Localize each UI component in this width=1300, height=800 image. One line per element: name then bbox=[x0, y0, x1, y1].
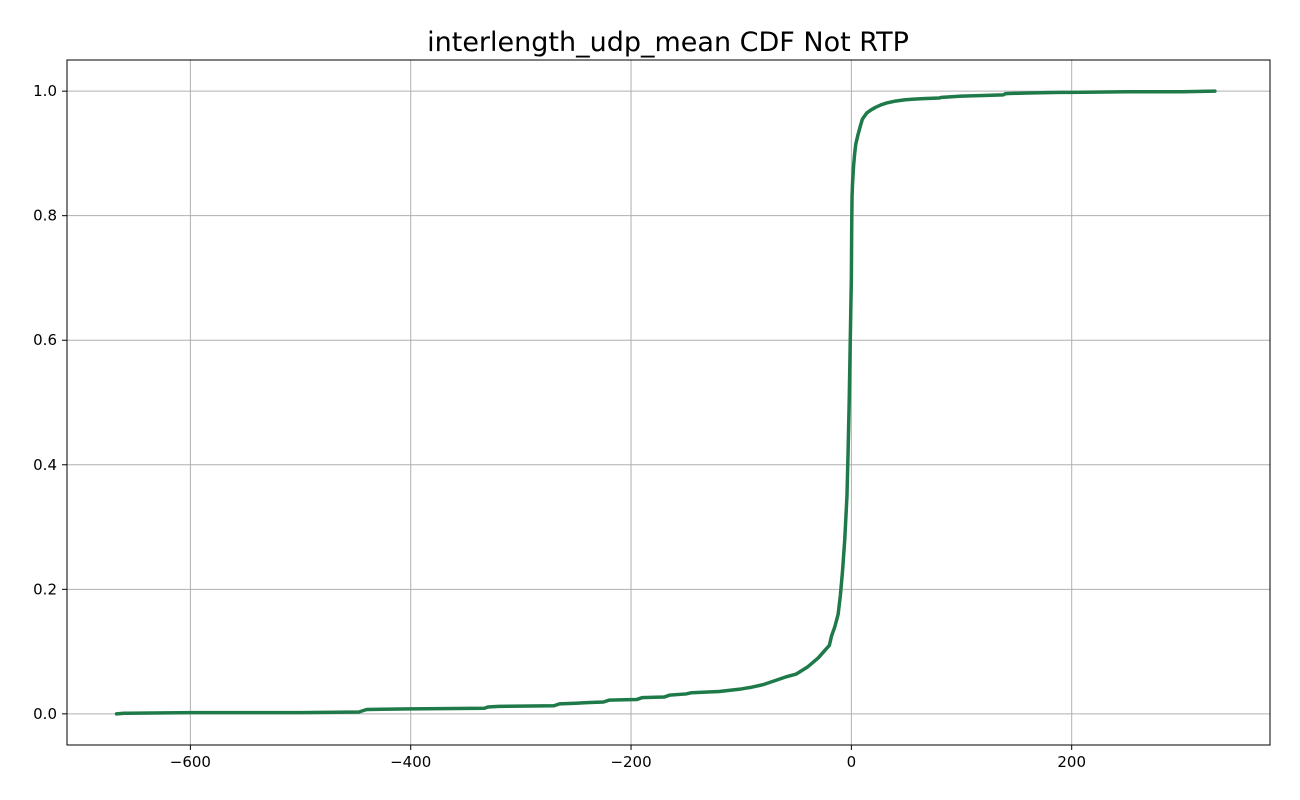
cdf-series-line bbox=[114, 89, 1217, 716]
series-layer bbox=[114, 89, 1217, 716]
grid-lines bbox=[67, 60, 1270, 745]
x-tick-label: −600 bbox=[170, 753, 211, 771]
y-tick-label: 0.4 bbox=[33, 456, 57, 474]
y-tick-label: 0.6 bbox=[33, 331, 57, 349]
x-axis: −600 −400 −200 0 200 bbox=[170, 745, 1086, 771]
y-tick-label: 0.8 bbox=[33, 207, 57, 225]
x-tick-label: −200 bbox=[610, 753, 651, 771]
y-tick-label: 0.2 bbox=[33, 580, 57, 598]
x-tick-label: −400 bbox=[390, 753, 431, 771]
x-tick-label: 200 bbox=[1057, 753, 1086, 771]
chart-title: interlength_udp_mean CDF Not RTP bbox=[427, 27, 909, 58]
y-tick-label: 0.0 bbox=[33, 705, 57, 723]
x-tick-label: 0 bbox=[847, 753, 857, 771]
y-axis: 0.0 0.2 0.4 0.6 0.8 1.0 bbox=[33, 82, 67, 723]
plot-frame bbox=[66, 59, 1271, 746]
y-tick-label: 1.0 bbox=[33, 82, 57, 100]
